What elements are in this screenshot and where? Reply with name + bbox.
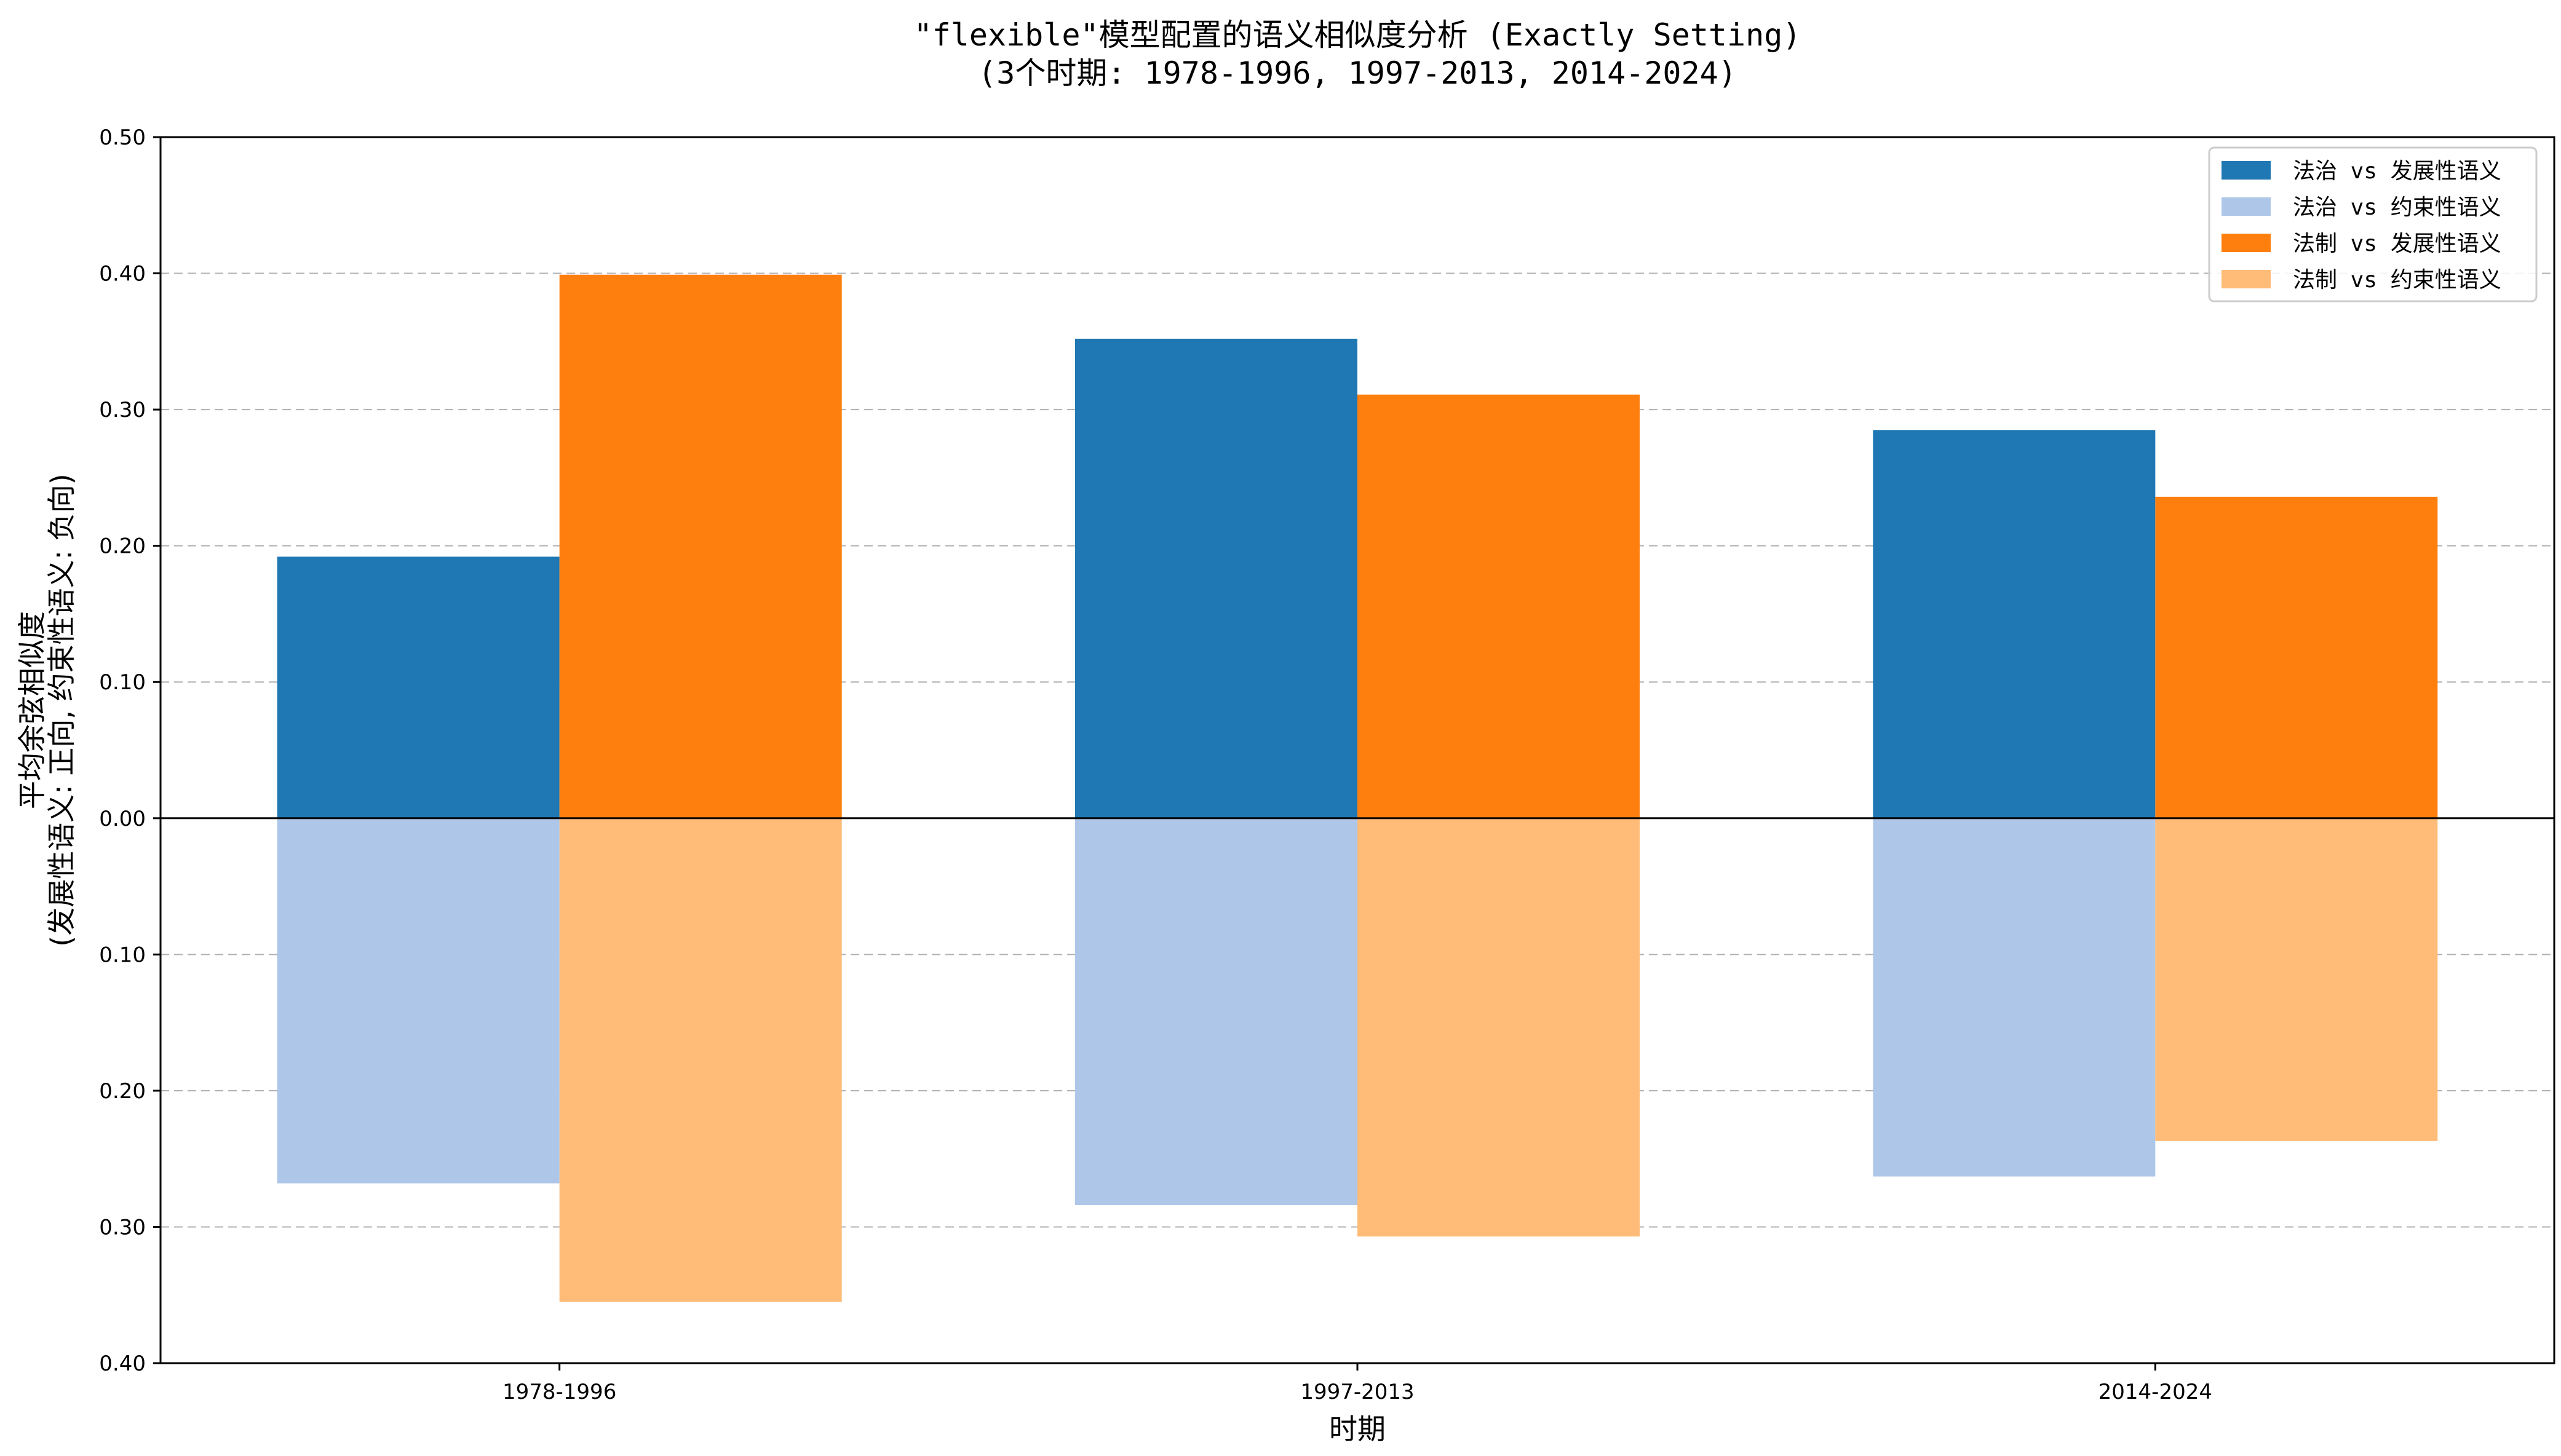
legend-frame	[2208, 146, 2538, 303]
legend-label: 法治 vs 发展性语义	[2293, 159, 2501, 184]
legend-swatch	[2222, 234, 2271, 252]
legend-swatch	[2222, 197, 2271, 216]
chart-subtitle: (3个时期: 1978-1996, 1997-2013, 2014-2024)	[978, 55, 1737, 91]
bar-3-1997-2013	[1357, 394, 1640, 818]
bar-4-2014-2024	[2155, 818, 2438, 1141]
x-tick-label: 1997-2013	[1300, 1380, 1414, 1404]
bar-2-1997-2013	[1075, 818, 1357, 1205]
legend-swatch	[2222, 161, 2271, 180]
y-axis-ticks: 0.50 0.40 0.30 0.20 0.10 0.00 0.10 0.20 0.30 0.40	[99, 125, 161, 1376]
bar-2-1978-1996	[277, 818, 560, 1184]
bar-4-1978-1996	[559, 818, 842, 1302]
x-axis-ticks: 1978-1996 1997-2013 2014-2024	[502, 1363, 2212, 1404]
y-axis-title-line1: 平均余弦相似度	[15, 611, 49, 809]
y-tick-label: 0.30	[99, 398, 146, 422]
legend-label: 法制 vs 发展性语义	[2293, 231, 2501, 256]
x-axis-title: 时期	[1329, 1412, 1386, 1446]
legend-label: 法治 vs 约束性语义	[2293, 195, 2501, 220]
legend-label: 法制 vs 约束性语义	[2293, 267, 2501, 293]
chart-title: "flexible"模型配置的语义相似度分析 (Exactly Setting)	[914, 17, 1801, 53]
y-tick-label: 0.50	[99, 125, 146, 150]
y-tick-label: 0.40	[99, 262, 146, 287]
bars	[277, 274, 2438, 1302]
y-tick-label: 0.00	[99, 807, 146, 831]
y-axis-title-line2: (发展性语义: 正向, 约束性语义: 负向)	[45, 473, 78, 946]
y-tick-label: 0.40	[99, 1351, 146, 1376]
x-tick-label: 1978-1996	[502, 1380, 616, 1404]
legend-swatch	[2222, 270, 2271, 288]
bar-1-1978-1996	[277, 556, 560, 818]
y-tick-label: 0.30	[99, 1215, 146, 1240]
bar-1-1997-2013	[1075, 338, 1357, 818]
bar-3-2014-2024	[2155, 496, 2438, 818]
x-tick-label: 2014-2024	[2098, 1380, 2212, 1404]
y-tick-label: 0.20	[99, 1079, 146, 1104]
y-tick-label: 0.10	[99, 670, 146, 695]
bar-2-2014-2024	[1873, 818, 2156, 1177]
y-tick-label: 0.20	[99, 534, 146, 559]
bar-1-2014-2024	[1873, 430, 2156, 818]
bar-4-1997-2013	[1357, 818, 1640, 1236]
y-tick-label: 0.10	[99, 943, 146, 967]
bar-3-1978-1996	[559, 274, 842, 818]
